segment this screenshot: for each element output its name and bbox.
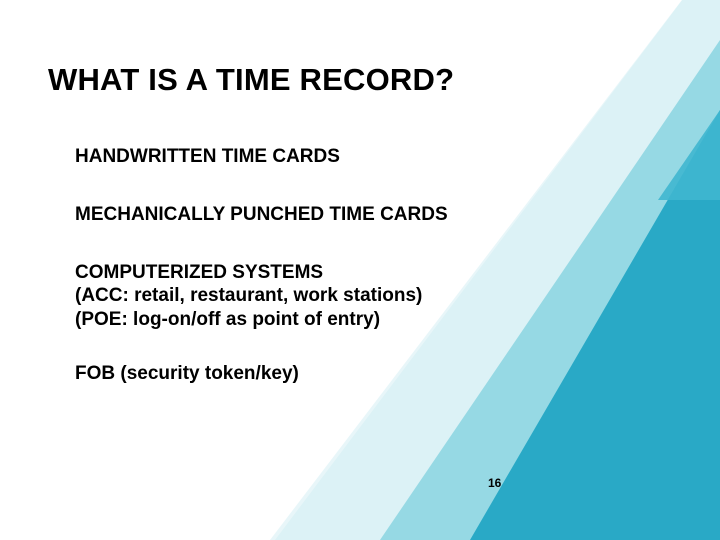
list-item: COMPUTERIZED SYSTEMS (ACC: retail, resta… (75, 261, 595, 332)
slide-title: WHAT IS A TIME RECORD? (48, 62, 454, 98)
list-item-text: FOB (security token/key) (75, 363, 299, 384)
list-item: MECHANICALLY PUNCHED TIME CARDS (75, 203, 595, 227)
list-item-text: (POE: log-on/off as point of entry) (75, 308, 595, 332)
list-item-text: HANDWRITTEN TIME CARDS (75, 146, 340, 167)
list-item: FOB (security token/key) (75, 362, 595, 386)
page-number: 16 (488, 476, 501, 490)
list-item: HANDWRITTEN TIME CARDS (75, 145, 595, 169)
list-item-text: (ACC: retail, restaurant, work stations) (75, 284, 595, 308)
slide-body: HANDWRITTEN TIME CARDS MECHANICALLY PUNC… (75, 145, 595, 420)
list-item-text: COMPUTERIZED SYSTEMS (75, 261, 595, 285)
list-item-text: MECHANICALLY PUNCHED TIME CARDS (75, 204, 448, 225)
slide: WHAT IS A TIME RECORD? HANDWRITTEN TIME … (0, 0, 720, 540)
